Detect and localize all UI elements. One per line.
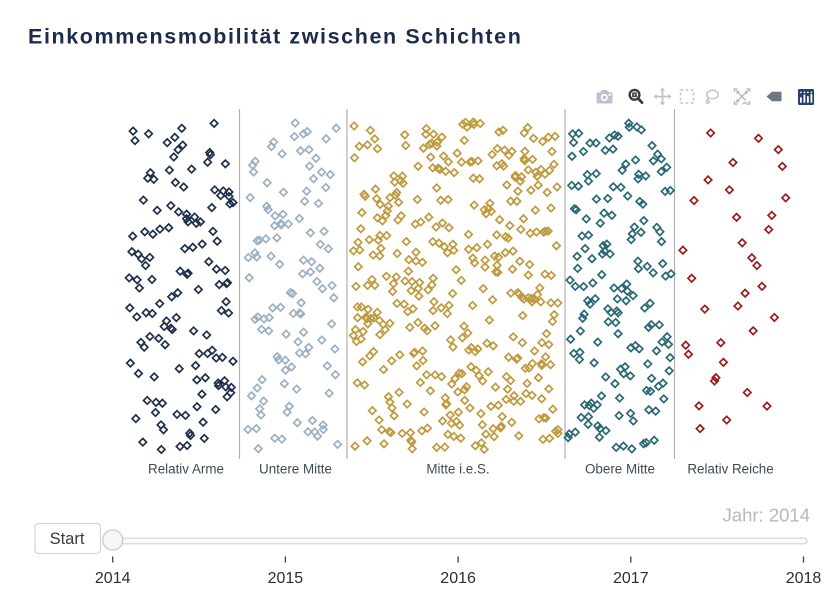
svg-text:Untere Mitte: Untere Mitte [259, 462, 332, 477]
svg-text:Relativ Arme: Relativ Arme [148, 462, 224, 477]
svg-text:Relativ Reiche: Relativ Reiche [687, 462, 773, 477]
svg-text:Start: Start [50, 530, 85, 548]
svg-text:2017: 2017 [613, 570, 649, 587]
svg-text:Obere Mitte: Obere Mitte [585, 462, 655, 477]
svg-text:Mitte i.e.S.: Mitte i.e.S. [426, 462, 489, 477]
svg-text:2016: 2016 [440, 570, 476, 587]
svg-text:2018: 2018 [786, 570, 822, 587]
svg-text:2014: 2014 [95, 570, 131, 587]
svg-text:Einkommensmobilität zwischen S: Einkommensmobilität zwischen Schichten [28, 25, 522, 49]
svg-text:Jahr: 2014: Jahr: 2014 [723, 505, 810, 526]
svg-text:2015: 2015 [268, 570, 304, 587]
